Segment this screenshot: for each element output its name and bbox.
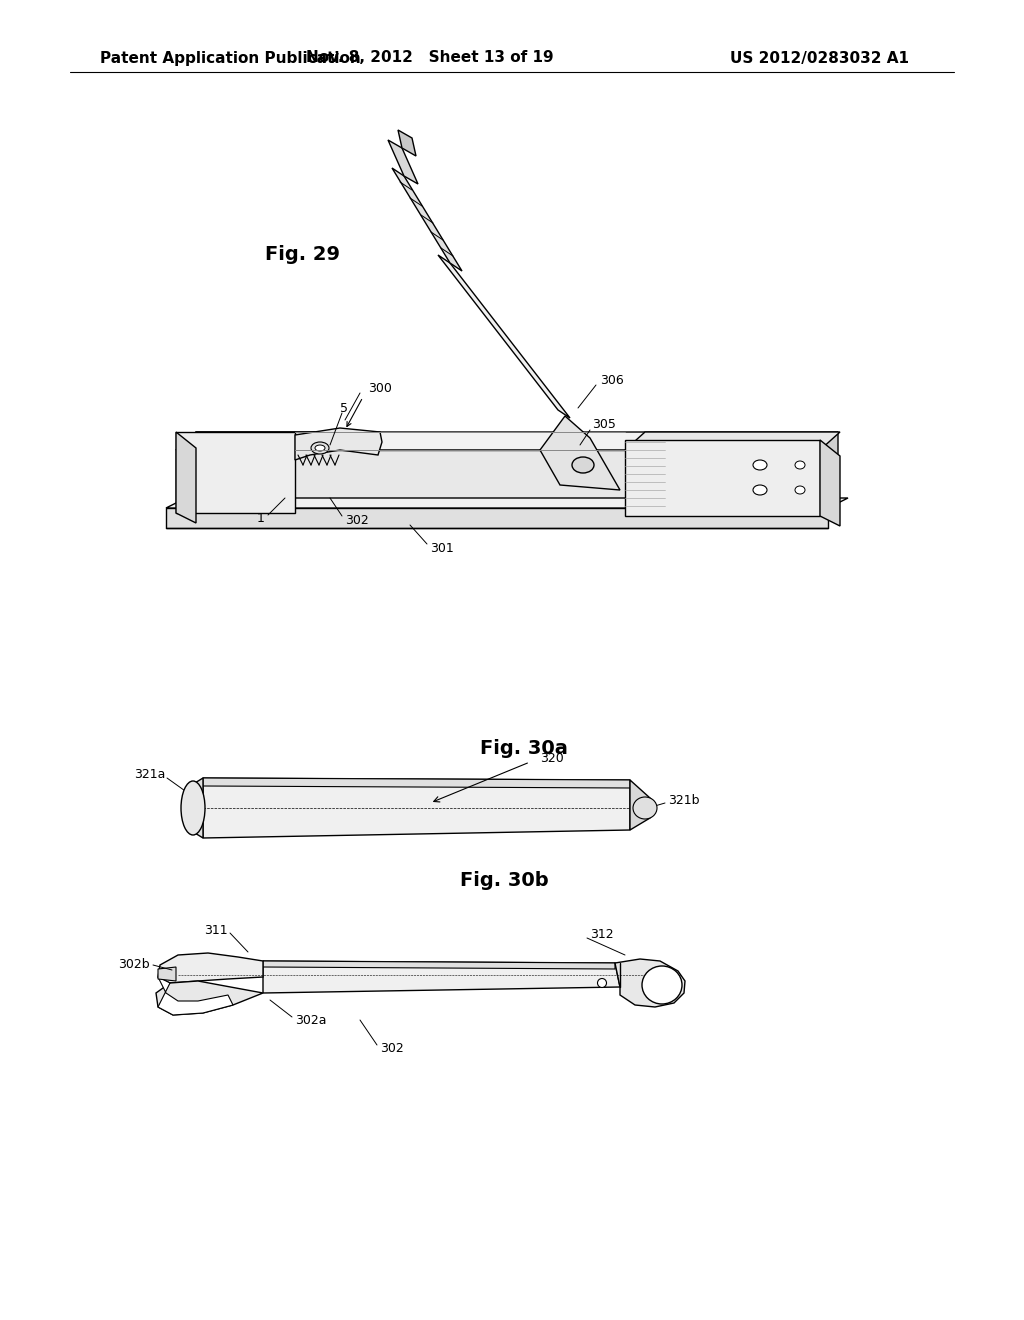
Polygon shape — [388, 140, 418, 183]
Text: 311: 311 — [205, 924, 228, 936]
Polygon shape — [398, 129, 416, 156]
Text: 302: 302 — [345, 513, 369, 527]
Text: 320: 320 — [540, 751, 564, 764]
Ellipse shape — [642, 966, 682, 1005]
Polygon shape — [625, 440, 820, 516]
Polygon shape — [438, 255, 570, 418]
Text: 312: 312 — [590, 928, 613, 941]
Polygon shape — [166, 508, 828, 528]
Ellipse shape — [795, 461, 805, 469]
Text: 305: 305 — [592, 418, 615, 432]
Text: US 2012/0283032 A1: US 2012/0283032 A1 — [730, 50, 909, 66]
Ellipse shape — [753, 459, 767, 470]
Polygon shape — [176, 432, 838, 450]
Text: 5: 5 — [340, 401, 348, 414]
Polygon shape — [263, 961, 620, 993]
Polygon shape — [183, 777, 203, 838]
Polygon shape — [156, 981, 263, 1015]
Text: Patent Application Publication: Patent Application Publication — [100, 50, 360, 66]
Text: 306: 306 — [600, 374, 624, 387]
Polygon shape — [540, 416, 620, 490]
Polygon shape — [176, 432, 196, 523]
Polygon shape — [615, 960, 685, 1007]
Ellipse shape — [181, 781, 205, 836]
Polygon shape — [158, 977, 233, 1015]
Polygon shape — [166, 498, 848, 508]
Text: Fig. 30a: Fig. 30a — [480, 738, 568, 758]
Ellipse shape — [572, 457, 594, 473]
Text: Nov. 8, 2012   Sheet 13 of 19: Nov. 8, 2012 Sheet 13 of 19 — [306, 50, 554, 66]
Text: Fig. 29: Fig. 29 — [265, 246, 340, 264]
Polygon shape — [392, 168, 462, 271]
Polygon shape — [203, 777, 630, 788]
Text: 321b: 321b — [668, 793, 699, 807]
Ellipse shape — [795, 486, 805, 494]
Polygon shape — [820, 440, 840, 525]
Text: 302b: 302b — [119, 958, 150, 972]
Ellipse shape — [311, 442, 329, 454]
Polygon shape — [158, 953, 263, 983]
Text: 300: 300 — [368, 381, 392, 395]
Polygon shape — [630, 780, 655, 830]
Polygon shape — [158, 968, 176, 981]
Polygon shape — [263, 961, 615, 969]
Text: 1: 1 — [257, 511, 265, 524]
Ellipse shape — [633, 797, 657, 818]
Text: 302: 302 — [380, 1041, 403, 1055]
Polygon shape — [176, 432, 315, 450]
Polygon shape — [295, 428, 382, 459]
Polygon shape — [818, 432, 838, 508]
Polygon shape — [203, 777, 630, 838]
Ellipse shape — [315, 445, 325, 451]
Text: 302a: 302a — [295, 1014, 327, 1027]
Polygon shape — [176, 432, 295, 513]
Ellipse shape — [597, 978, 606, 987]
Text: 321a: 321a — [133, 768, 165, 781]
Ellipse shape — [753, 484, 767, 495]
Polygon shape — [625, 432, 840, 450]
Text: 301: 301 — [430, 541, 454, 554]
Polygon shape — [176, 450, 818, 508]
Text: Fig. 30b: Fig. 30b — [460, 870, 549, 890]
